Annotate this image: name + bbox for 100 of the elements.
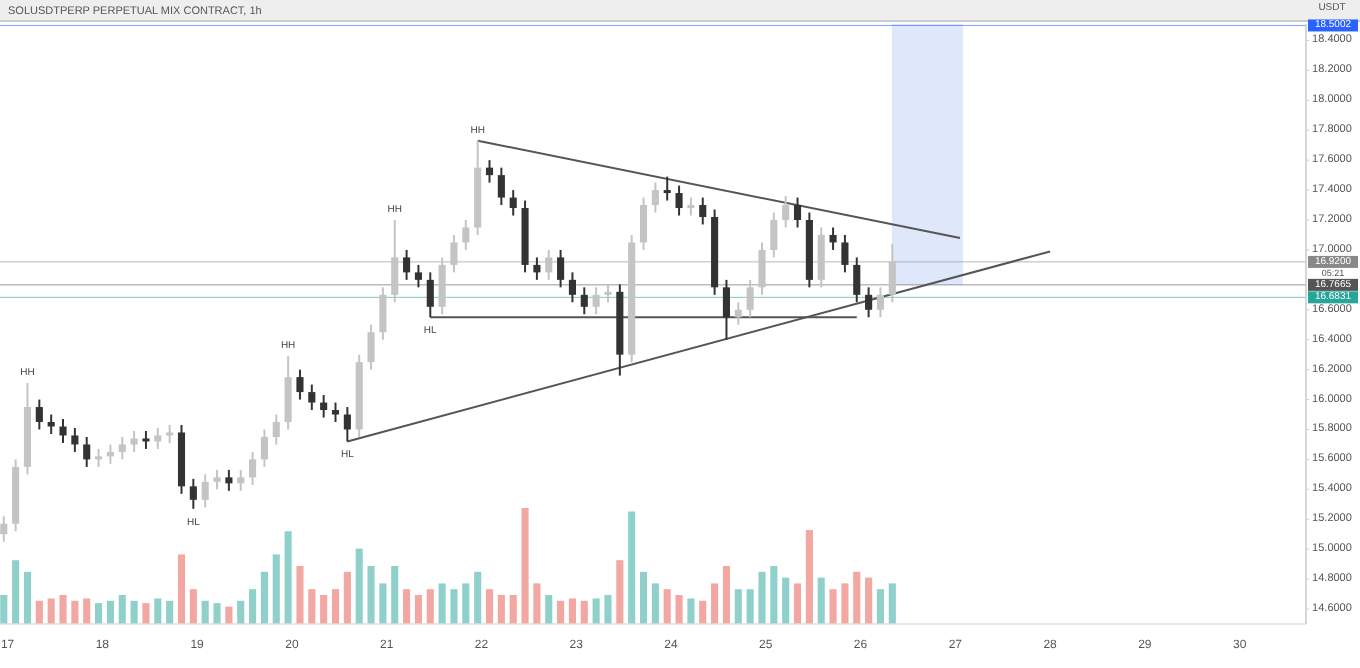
bar: [805, 530, 813, 624]
candlestick: [497, 166, 505, 207]
candlestick: [296, 368, 304, 401]
bar: [450, 589, 458, 624]
candlestick: [284, 355, 292, 431]
bar: [438, 583, 446, 624]
bar: [509, 595, 517, 624]
bar: [23, 571, 32, 624]
bar: [829, 589, 837, 624]
candlestick: [154, 426, 162, 450]
candlestick: [201, 473, 209, 509]
bar: [497, 595, 505, 624]
candlestick: [841, 233, 849, 274]
candlestick: [462, 219, 470, 251]
bar: [189, 589, 197, 624]
candlestick: [403, 248, 411, 281]
bar: [628, 511, 636, 624]
candlestick: [213, 468, 221, 491]
bar: [142, 603, 150, 624]
candlestick: [379, 286, 387, 341]
candlestick: [320, 394, 328, 419]
bar: [604, 595, 612, 624]
candlestick: [639, 196, 648, 251]
candlestick: [580, 286, 588, 316]
bar: [331, 589, 340, 624]
bar: [734, 589, 742, 624]
bar: [47, 598, 55, 624]
bar: [865, 577, 873, 624]
candlestick: [0, 515, 8, 543]
bar: [888, 583, 896, 624]
bar: [722, 566, 730, 624]
candlestick: [876, 286, 885, 319]
candlestick: [71, 426, 79, 453]
candlestick: [225, 468, 233, 492]
bar: [225, 606, 233, 624]
candlestick: [391, 219, 399, 304]
bar: [426, 589, 434, 624]
candlestick: [888, 242, 896, 304]
bar: [154, 598, 162, 624]
bar: [592, 598, 600, 624]
bar: [639, 571, 648, 624]
bar: [213, 603, 221, 624]
candlestick: [450, 233, 458, 274]
bar: [687, 598, 695, 624]
bar: [166, 600, 174, 624]
candlestick: [118, 435, 126, 461]
candlestick: [545, 248, 553, 281]
bar: [876, 589, 885, 624]
bar: [130, 600, 138, 624]
candlestick: [592, 286, 600, 316]
candlestick: [83, 435, 91, 468]
bar: [355, 548, 363, 624]
bar: [59, 595, 67, 624]
candlestick: [663, 175, 671, 202]
candlestick: [130, 429, 138, 453]
candlestick: [782, 195, 790, 229]
bar: [474, 571, 482, 624]
bar: [35, 600, 43, 624]
bar: [106, 600, 114, 624]
candlestick: [260, 428, 268, 468]
candlestick: [557, 248, 565, 289]
bar: [83, 598, 91, 624]
bar: [403, 589, 411, 624]
bar: [308, 589, 316, 624]
bar: [249, 589, 257, 624]
candlestick: [249, 450, 257, 486]
candlestick: [533, 256, 541, 281]
candlestick: [770, 211, 778, 259]
bar: [580, 600, 588, 624]
candlestick: [59, 418, 67, 444]
bar: [414, 595, 422, 624]
bar: [12, 560, 20, 624]
bar: [817, 577, 825, 624]
bar: [557, 600, 565, 624]
bar: [296, 566, 304, 624]
bar: [237, 600, 245, 624]
bar: [118, 595, 126, 624]
bar: [746, 589, 754, 624]
bar: [663, 589, 671, 624]
bar: [533, 583, 541, 624]
bar: [260, 571, 268, 624]
bar: [272, 554, 280, 624]
bar: [853, 571, 861, 624]
bar: [201, 600, 209, 624]
candlestick: [509, 189, 517, 217]
candlestick: [331, 401, 340, 423]
candlestick: [865, 286, 873, 319]
bar: [0, 595, 8, 624]
bar: [545, 595, 553, 624]
candlestick: [734, 301, 742, 326]
bar: [391, 566, 399, 624]
candlestick: [367, 323, 375, 371]
candlestick: [343, 406, 351, 443]
candlestick: [746, 278, 754, 319]
candlestick: [722, 278, 730, 341]
bar: [379, 583, 387, 624]
candlestick: [426, 271, 434, 319]
bar: [770, 566, 778, 624]
bar: [651, 583, 659, 624]
bar: [284, 531, 292, 624]
